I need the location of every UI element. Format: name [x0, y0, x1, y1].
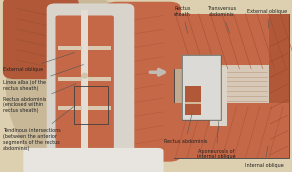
Bar — [182, 55, 221, 120]
Text: Rectus
sheath: Rectus sheath — [174, 6, 191, 33]
Text: Rectus abdominis: Rectus abdominis — [164, 114, 207, 144]
Bar — [185, 102, 201, 104]
Bar — [58, 106, 82, 110]
Text: External oblique: External oblique — [3, 52, 75, 72]
Text: Tendinous intersections
(between the anterior
segments of the rectus
abdominis): Tendinous intersections (between the ant… — [3, 107, 74, 150]
Bar — [88, 77, 111, 81]
Ellipse shape — [81, 73, 88, 79]
Bar — [81, 10, 88, 162]
Bar — [74, 86, 108, 124]
Text: Aponeurosis of
internal oblique: Aponeurosis of internal oblique — [197, 121, 235, 159]
Bar — [210, 67, 227, 126]
Text: Rectus abdominis
(enclosed within
rectus sheath): Rectus abdominis (enclosed within rectus… — [3, 84, 76, 113]
Ellipse shape — [6, 0, 158, 172]
Text: Internal oblique: Internal oblique — [245, 146, 284, 168]
FancyBboxPatch shape — [105, 2, 181, 162]
Bar — [58, 77, 82, 81]
Bar — [174, 14, 289, 158]
Bar — [185, 86, 201, 115]
Bar — [174, 14, 289, 69]
FancyBboxPatch shape — [55, 15, 85, 160]
Bar — [58, 46, 82, 50]
FancyBboxPatch shape — [47, 3, 134, 169]
Bar — [88, 46, 111, 50]
Text: External oblique: External oblique — [248, 9, 288, 28]
FancyBboxPatch shape — [85, 15, 114, 160]
Bar — [182, 55, 221, 120]
Bar — [174, 103, 289, 158]
FancyBboxPatch shape — [3, 0, 79, 79]
Bar — [204, 65, 269, 103]
Bar — [269, 14, 289, 158]
Text: Linea alba (of the
rectus sheath): Linea alba (of the rectus sheath) — [3, 64, 84, 90]
FancyBboxPatch shape — [23, 148, 164, 172]
Bar — [88, 106, 111, 110]
Text: Transversus
abdominis: Transversus abdominis — [207, 6, 237, 34]
